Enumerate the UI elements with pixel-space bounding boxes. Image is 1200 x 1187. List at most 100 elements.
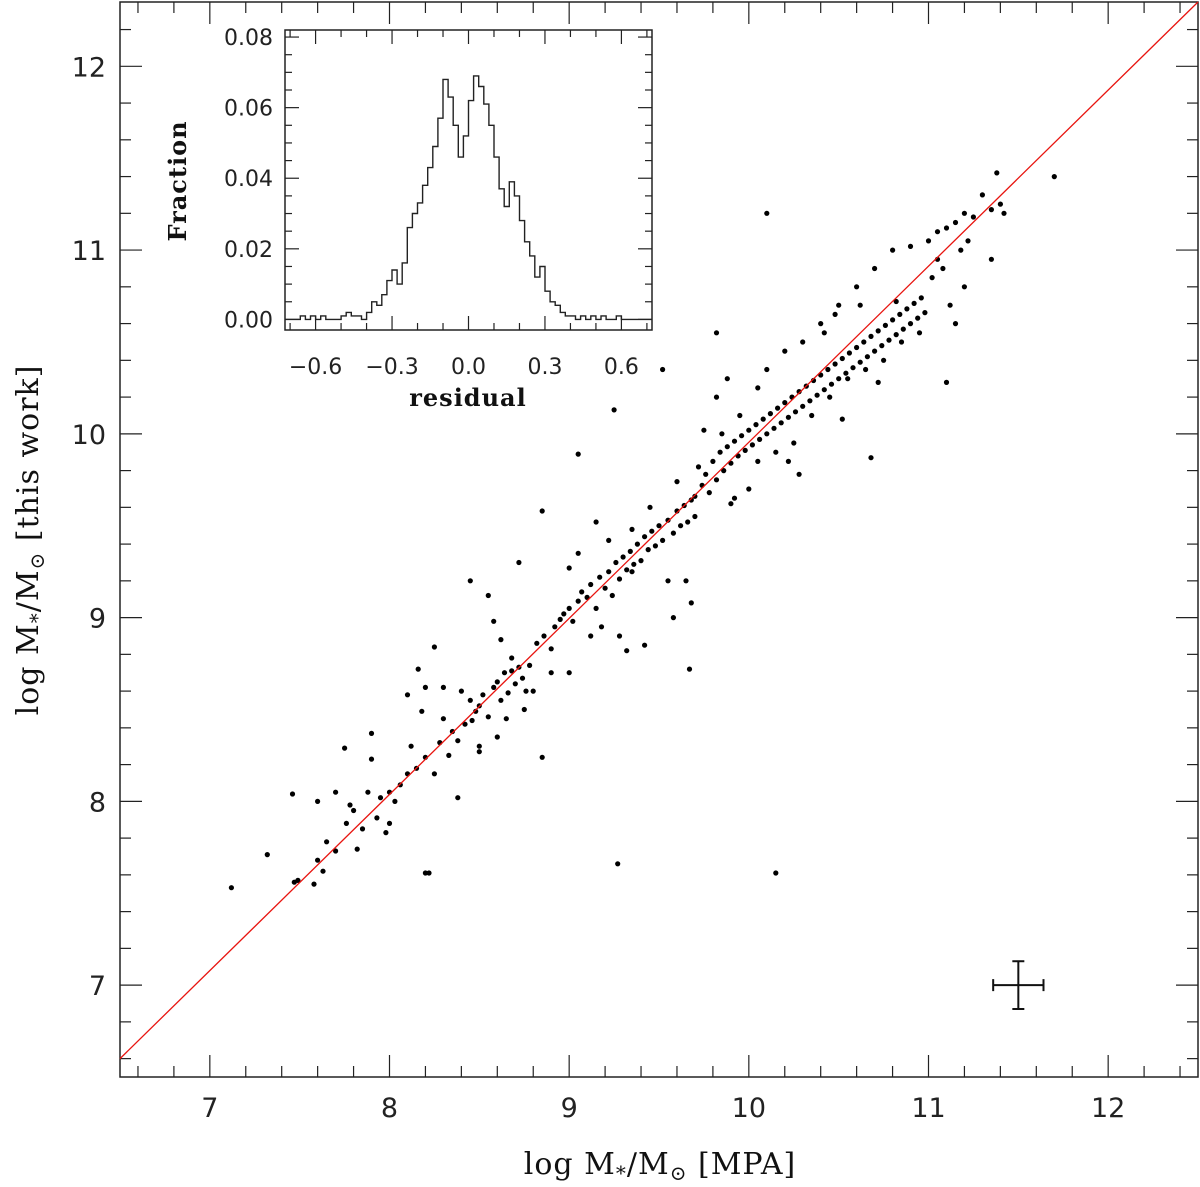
scatter-point: [854, 284, 860, 290]
scatter-point: [868, 333, 874, 339]
scatter-point: [713, 477, 720, 483]
inset-x-tick-label: 0.6: [604, 355, 639, 380]
scatter-point: [629, 526, 635, 533]
scatter-point: [588, 581, 594, 588]
residual-histogram-step: [285, 75, 652, 321]
scatter-point: [775, 405, 781, 411]
scatter-point: [368, 730, 375, 737]
scatter-point: [688, 497, 694, 503]
scatter-point: [642, 534, 648, 540]
scatter-point: [320, 868, 326, 874]
scatter-point: [462, 721, 468, 727]
scatter-point: [688, 600, 694, 606]
scatter-point: [404, 692, 411, 698]
scatter-point: [703, 471, 709, 477]
x-tick-label: 8: [381, 1093, 398, 1124]
scatter-point: [503, 716, 509, 722]
scatter-point: [392, 798, 398, 805]
scatter-point: [742, 447, 748, 453]
scatter-point: [818, 321, 824, 327]
scatter-point: [988, 207, 995, 213]
scatter-point: [890, 247, 896, 253]
scatter-point: [289, 791, 296, 797]
scatter-point: [446, 752, 452, 759]
scatter-point: [868, 455, 874, 461]
scatter-point: [686, 666, 693, 672]
x-tick-label: 7: [201, 1093, 218, 1124]
scatter-point: [386, 820, 393, 827]
scatter-point: [579, 589, 585, 595]
scatter-point: [383, 830, 389, 836]
scatter-points: [228, 170, 1057, 891]
scatter-point: [602, 585, 608, 591]
scatter-point: [575, 598, 581, 604]
scatter-point: [925, 238, 932, 244]
scatter-point: [897, 311, 903, 317]
scatter-point: [911, 300, 917, 306]
x-tick-label: 9: [561, 1093, 578, 1124]
scatter-point: [940, 265, 946, 272]
scatter-point: [491, 618, 497, 624]
scatter-point: [476, 749, 482, 755]
scatter-point: [846, 350, 853, 356]
scatter-point: [958, 247, 964, 253]
scatter-point: [821, 387, 827, 393]
scatter-point: [710, 458, 716, 464]
scatter-point: [746, 427, 752, 433]
scatter-point: [1001, 210, 1007, 216]
scatter-point: [739, 433, 745, 439]
scatter-point: [566, 605, 572, 612]
scatter-point: [440, 716, 446, 722]
y-tick-label: 7: [89, 971, 106, 1002]
scatter-point: [485, 592, 491, 599]
scatter-point: [606, 569, 612, 575]
inset-y-tick-label: 0.08: [224, 26, 273, 51]
typical-error-bar: [992, 960, 1045, 1011]
scatter-point: [494, 679, 500, 685]
scatter-point: [695, 464, 702, 470]
scatter-point: [685, 519, 691, 525]
scatter-point: [593, 605, 599, 612]
main-plot-frame: [119, 1, 1199, 1078]
scatter-point: [670, 615, 677, 621]
scatter-point: [642, 642, 648, 648]
scatter-point: [728, 501, 734, 507]
scatter-point: [825, 366, 831, 373]
scatter-point: [988, 256, 995, 262]
scatter-point: [415, 666, 421, 672]
scatter-point: [606, 537, 612, 544]
scatter-point: [952, 321, 959, 327]
scatter-point: [791, 440, 797, 446]
scatter-point: [785, 458, 792, 464]
scatter-point: [228, 885, 234, 891]
y-tick-label: 9: [89, 604, 106, 635]
y-tick-label: 8: [89, 787, 106, 818]
scatter-point: [566, 565, 572, 571]
scatter-point: [778, 420, 784, 426]
scatter-point: [523, 688, 529, 694]
scatter-point: [480, 692, 486, 698]
x-tick-label: 12: [1091, 1093, 1125, 1124]
scatter-point: [498, 637, 504, 643]
scatter-point: [767, 411, 774, 417]
scatter-point: [611, 407, 617, 413]
scatter-point: [719, 431, 725, 437]
scatter-point: [426, 870, 432, 876]
scatter-point: [764, 431, 770, 437]
scatter-point: [890, 317, 896, 323]
scatter-point: [882, 322, 889, 328]
scatter-point: [431, 644, 437, 650]
scatter-point: [832, 361, 838, 367]
scatter-point: [501, 670, 508, 676]
scatter-point: [422, 870, 428, 876]
scatter-point: [315, 857, 321, 863]
scatter-point: [731, 495, 738, 501]
inset-y-axis-title: Fraction: [163, 120, 192, 241]
scatter-point: [509, 668, 515, 674]
scatter-point: [692, 493, 698, 499]
scatter-point: [994, 170, 1000, 176]
scatter-point: [660, 366, 666, 373]
scatter-point: [652, 543, 659, 549]
scatter-point: [800, 403, 806, 409]
scatter-point: [796, 389, 802, 395]
